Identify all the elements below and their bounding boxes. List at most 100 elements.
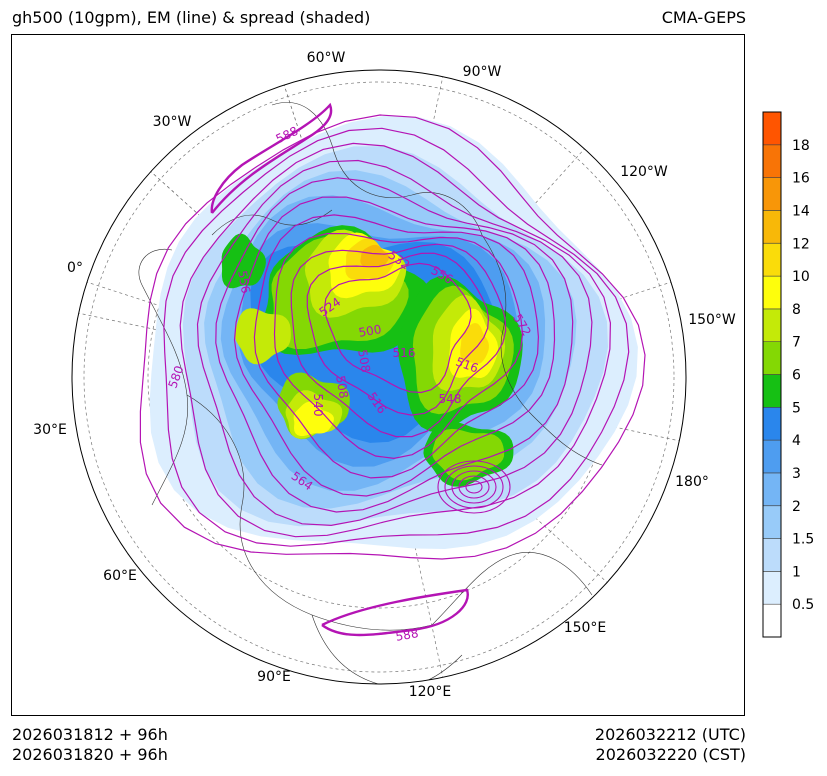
colorbar-cell-10 [762, 275, 782, 310]
valid-time-cst: 2026032220 (CST) [595, 745, 746, 764]
svg-text:516: 516 [393, 346, 416, 360]
valid-time-utc: 2026032212 (UTC) [594, 725, 746, 744]
colorbar-tick-11: 12 [792, 236, 810, 252]
colorbar-tick-7: 6 [792, 368, 801, 384]
coastline-1 [186, 394, 433, 631]
colorbar-cell-11 [762, 243, 782, 277]
longitude-label-10: 90°E [257, 669, 291, 685]
height-contour-8 [290, 243, 507, 438]
low-contour-1 [458, 475, 490, 499]
longitude-label-11: 120°E [409, 684, 452, 700]
svg-text:556: 556 [235, 270, 253, 295]
contour-label-7: 516 [393, 346, 416, 360]
height-contour-4 [215, 177, 574, 513]
spread-region-20 [293, 401, 334, 436]
colorbar-cell-2 [762, 538, 782, 572]
colorbar-tick-12: 14 [792, 203, 810, 219]
longitude-label-7: 180° [675, 474, 709, 490]
colorbar-tick-1: 1 [792, 564, 801, 580]
colorbar-tick-4: 3 [792, 466, 801, 482]
contour-588-north [210, 102, 333, 214]
contour-label-16: 588 [395, 626, 420, 644]
svg-text:548: 548 [439, 392, 462, 406]
height-contour-6 [253, 214, 540, 479]
colorbar-tick-9: 8 [792, 302, 801, 318]
contour-label-12: 508 [333, 375, 351, 400]
longitude-label-5: 150°W [688, 312, 736, 328]
height-contour-7 [273, 232, 524, 460]
coastline-4 [271, 102, 483, 236]
height-contour-1 [163, 127, 630, 547]
longitude-labels: 60°W 90°W 30°W 120°W 0° 150°W 30°E 180° 60°E 150°… [33, 50, 736, 700]
colorbar-tick-14: 18 [792, 138, 810, 154]
contour-label-6: 500 [358, 322, 383, 340]
colorbar-tick-2: 1.5 [792, 532, 814, 548]
mean-height-contours [139, 102, 646, 637]
spread-shading [149, 115, 638, 550]
longitude-label-6: 30°E [33, 422, 67, 438]
contour-label-11: 540 [311, 394, 325, 417]
colorbar-tick-0: 0.5 [792, 597, 814, 613]
height-contour-0 [139, 114, 646, 560]
longitude-label-2: 30°W [153, 114, 192, 130]
low-contour-4 [437, 460, 511, 514]
contour-label-1: 556 [235, 270, 253, 295]
svg-text:508: 508 [333, 375, 351, 400]
height-contour-3 [196, 159, 593, 527]
colorbar-cell-7 [762, 374, 782, 408]
contour-label-8: 508 [355, 349, 373, 374]
longitude-label-4: 0° [67, 260, 83, 276]
svg-text:500: 500 [358, 322, 383, 340]
svg-text:508: 508 [355, 349, 373, 374]
height-contour-9 [306, 252, 490, 416]
colorbar-tick-3: 2 [792, 499, 801, 515]
longitude-label-3: 120°W [620, 164, 668, 180]
colorbar-tick-13: 16 [792, 171, 810, 187]
colorbar-cell-15 [762, 111, 782, 146]
coastline-2 [311, 614, 463, 684]
map-boundary [71, 69, 687, 685]
colorbar-cell-5 [762, 439, 782, 474]
svg-text:540: 540 [311, 394, 325, 417]
coastline-0 [138, 248, 189, 506]
longitude-label-0: 60°W [307, 50, 346, 66]
longitude-label-8: 60°E [103, 568, 137, 584]
colorbar-outline [762, 111, 782, 638]
colorbar-cell-1 [762, 571, 782, 605]
spread-region-22 [460, 323, 489, 364]
spread-region-15 [234, 308, 291, 365]
spread-region-23 [360, 244, 389, 268]
colorbar-cell-8 [762, 341, 782, 375]
contour-588-south [321, 588, 469, 637]
colorbar-cell-12 [762, 210, 782, 244]
colorbar-tick-5: 4 [792, 433, 801, 449]
colorbar-cell-3 [762, 505, 782, 539]
spread-region-9 [221, 233, 266, 289]
colorbar-tick-8: 7 [792, 335, 801, 351]
polar-map: 60°W 90°W 30°W 120°W 0° 150°W 30°E 180° 60°E 150°… [33, 50, 736, 700]
longitude-label-9: 150°E [564, 620, 607, 636]
colorbar-cell-13 [762, 177, 782, 211]
colorbar-cell-6 [762, 406, 782, 441]
colorbar-cell-14 [762, 144, 782, 178]
coastline-3 [431, 552, 593, 626]
low-contour-0 [465, 480, 483, 494]
polar-map-frame: 60°W 90°W 30°W 120°W 0° 150°W 30°E 180° 60°E 150°… [11, 34, 745, 716]
init-time-utc: 2026031812 + 96h [12, 725, 168, 744]
svg-text:588: 588 [395, 626, 420, 644]
latitude-circle-2 [83, 81, 675, 673]
contour-label-14: 548 [439, 392, 462, 406]
colorbar-tick-6: 5 [792, 400, 801, 416]
colorbar-cell-4 [762, 472, 782, 506]
coastline-7 [211, 209, 333, 236]
coastline-6 [531, 414, 603, 466]
height-contour-10 [323, 262, 472, 394]
colorbar-cell-9 [762, 308, 782, 342]
height-contour-5 [233, 196, 556, 497]
low-contour-2 [451, 470, 497, 504]
model-name: CMA-GEPS [661, 8, 746, 27]
init-time-cst: 2026031820 + 96h [12, 745, 168, 764]
chart-title: gh500 (10gpm), EM (line) & spread (shade… [12, 8, 371, 27]
longitude-label-1: 90°W [463, 64, 502, 80]
